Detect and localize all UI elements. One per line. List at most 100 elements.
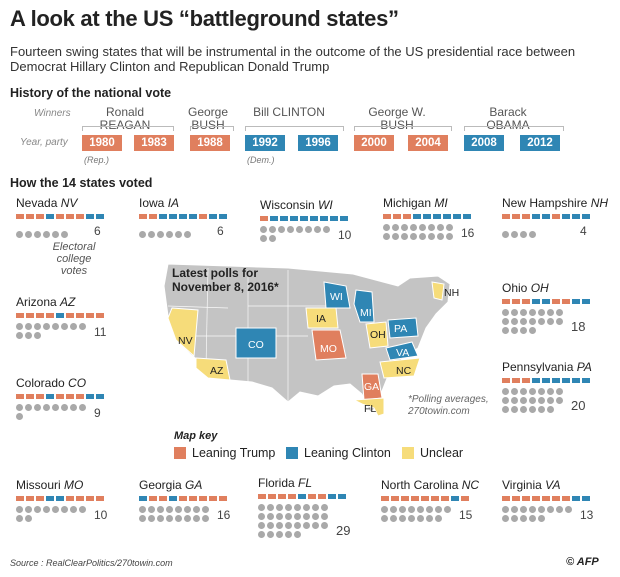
vote-history-bar bbox=[86, 496, 94, 501]
electoral-vote-dot bbox=[547, 388, 554, 395]
electoral-vote-dot bbox=[166, 231, 173, 238]
electoral-vote-dot bbox=[184, 515, 191, 522]
vote-history-bar bbox=[86, 214, 94, 219]
vote-history-bar bbox=[96, 394, 104, 399]
state-name-text: North Carolina bbox=[381, 478, 459, 492]
electoral-vote-dot bbox=[529, 231, 536, 238]
electoral-vote-dots bbox=[502, 309, 565, 334]
vote-history-bar bbox=[522, 214, 530, 219]
electoral-vote-dot bbox=[502, 388, 509, 395]
electoral-vote-dot bbox=[16, 413, 23, 420]
electoral-vote-dot bbox=[166, 515, 173, 522]
electoral-vote-dot bbox=[390, 515, 397, 522]
electoral-vote-count: 4 bbox=[580, 224, 587, 238]
electoral-vote-dot bbox=[175, 231, 182, 238]
vote-history-bar bbox=[320, 216, 328, 221]
vote-history bbox=[502, 496, 593, 501]
vote-history-bar bbox=[310, 216, 318, 221]
vote-history-bar bbox=[421, 496, 429, 501]
vote-history-bar bbox=[278, 494, 286, 499]
state-name: Iowa IA bbox=[139, 196, 227, 210]
vote-history-bar bbox=[502, 378, 510, 383]
vote-history-bar bbox=[401, 496, 409, 501]
electoral-vote-dot bbox=[392, 233, 399, 240]
vote-history-bar bbox=[199, 214, 207, 219]
vote-history-bar bbox=[66, 394, 74, 399]
electoral-vote-dot bbox=[401, 224, 408, 231]
electoral-vote-dot bbox=[52, 506, 59, 513]
electoral-vote-dot bbox=[381, 506, 388, 513]
electoral-vote-dot bbox=[79, 323, 86, 330]
electoral-vote-dot bbox=[511, 397, 518, 404]
state-va bbox=[385, 341, 419, 361]
electoral-vote-dot bbox=[312, 504, 319, 511]
vote-history-bar bbox=[76, 394, 84, 399]
map-label-fl: FL bbox=[364, 403, 376, 415]
year-2000: 2000 bbox=[354, 135, 394, 151]
electoral-vote-dot bbox=[323, 226, 330, 233]
electoral-vote-dot bbox=[520, 327, 527, 334]
bracket-gw-bush bbox=[354, 126, 452, 131]
vote-history-bar bbox=[340, 216, 348, 221]
electoral-vote-dot bbox=[285, 522, 292, 529]
electoral-vote-dot bbox=[184, 506, 191, 513]
vote-history bbox=[502, 299, 590, 304]
electoral-vote-dot bbox=[538, 406, 545, 413]
electoral-vote-dot bbox=[399, 506, 406, 513]
afp-credit: © AFP bbox=[566, 556, 599, 568]
state-name: Michigan MI bbox=[383, 196, 474, 210]
electoral-vote-dot bbox=[408, 506, 415, 513]
electoral-vote-dot bbox=[202, 515, 209, 522]
vote-history-bar bbox=[512, 378, 520, 383]
electoral-vote-dot bbox=[296, 226, 303, 233]
vote-history-bar bbox=[36, 214, 44, 219]
electoral-vote-dot bbox=[166, 506, 173, 513]
state-abbr: OH bbox=[530, 281, 549, 295]
year-2008: 2008 bbox=[464, 135, 504, 151]
electoral-vote-dot bbox=[538, 506, 545, 513]
electoral-vote-dots bbox=[139, 506, 211, 522]
bracket-bush bbox=[190, 126, 234, 131]
electoral-vote-dot bbox=[520, 515, 527, 522]
electoral-vote-dot bbox=[529, 309, 536, 316]
vote-history-bar bbox=[522, 496, 530, 501]
state-wi bbox=[323, 281, 351, 309]
electoral-vote-dot bbox=[70, 404, 77, 411]
state-abbr: VA bbox=[545, 478, 561, 492]
electoral-vote-dot bbox=[538, 397, 545, 404]
electoral-vote-dot bbox=[520, 397, 527, 404]
electoral-vote-dot bbox=[556, 506, 563, 513]
electoral-vote-dot bbox=[285, 531, 292, 538]
electoral-vote-dot bbox=[278, 226, 285, 233]
electoral-vote-dot bbox=[148, 506, 155, 513]
electoral-vote-dots bbox=[16, 323, 88, 339]
president-reagan: Ronald REAGAN bbox=[99, 105, 151, 132]
state-name: New Hampshire NH bbox=[502, 196, 608, 210]
electoral-vote-dot bbox=[193, 506, 200, 513]
electoral-vote-dot bbox=[267, 504, 274, 511]
electoral-vote-dot bbox=[267, 513, 274, 520]
state-panel-pa: Pennsylvania PA 20 bbox=[502, 360, 592, 413]
state-abbr: NC bbox=[461, 478, 480, 492]
electoral-vote-dot bbox=[502, 515, 509, 522]
vote-history-bar bbox=[542, 378, 550, 383]
vote-history-bar bbox=[36, 496, 44, 501]
electoral-vote-dot bbox=[267, 522, 274, 529]
state-name: Pennsylvania PA bbox=[502, 360, 592, 374]
rep-note: (Rep.) bbox=[84, 155, 110, 165]
state-name: Arizona AZ bbox=[16, 295, 106, 309]
president-gw-bush: George W. BUSH bbox=[368, 105, 426, 132]
vote-history bbox=[16, 394, 104, 399]
vote-history bbox=[139, 214, 227, 219]
vote-history-bar bbox=[159, 214, 167, 219]
state-name-text: Ohio bbox=[502, 281, 528, 295]
state-name: Missouri MO bbox=[16, 478, 107, 492]
state-abbr: IA bbox=[167, 196, 180, 210]
electoral-vote-dot bbox=[260, 235, 267, 242]
electoral-vote-dot bbox=[287, 226, 294, 233]
electoral-vote-dot bbox=[34, 404, 41, 411]
state-name: Ohio OH bbox=[502, 281, 590, 295]
electoral-vote-dot bbox=[175, 506, 182, 513]
states-heading: How the 14 states voted bbox=[10, 176, 153, 190]
electoral-vote-dots bbox=[260, 226, 332, 242]
